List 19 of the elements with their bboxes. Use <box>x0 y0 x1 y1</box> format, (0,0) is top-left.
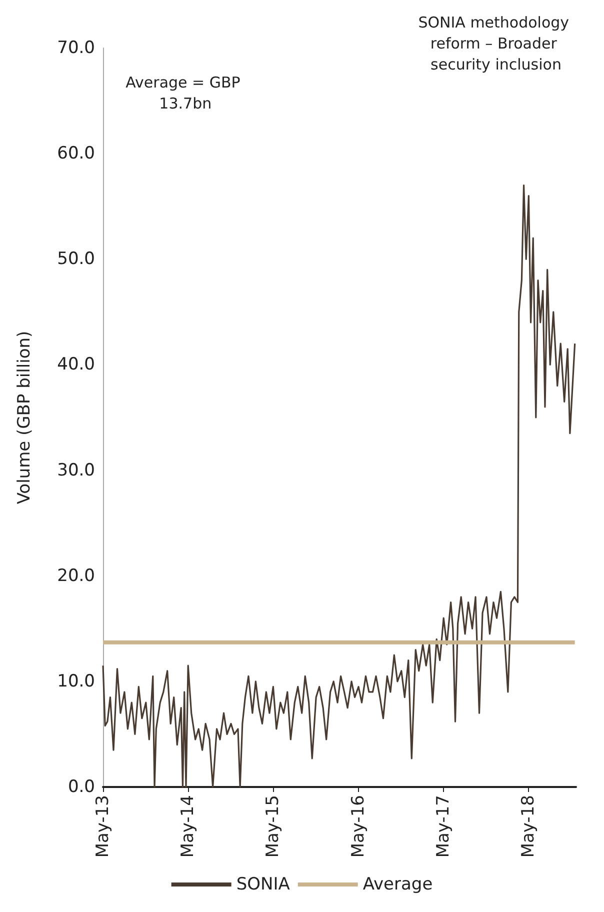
x-tick-label: May-17 <box>434 795 454 858</box>
legend-label: Average <box>362 874 433 894</box>
x-tick-label: May-16 <box>348 795 368 858</box>
annotation: Average = GBP 13.7bn <box>126 74 240 112</box>
y-tick-label: 10.0 <box>57 671 95 692</box>
x-tick-label: May-13 <box>93 795 113 858</box>
x-tick-label: May-15 <box>263 795 284 858</box>
y-tick-label: 60.0 <box>57 144 95 164</box>
y-tick-label: 50.0 <box>57 249 95 270</box>
x-tick-label: May-14 <box>178 795 198 858</box>
y-tick-label: 0.0 <box>68 777 95 797</box>
y-tick-label: 70.0 <box>57 38 95 58</box>
annotation: SONIA methodology reform – Broader security inclusion <box>418 14 574 74</box>
y-tick-label: 20.0 <box>57 566 95 586</box>
legend-label: SONIA <box>236 874 290 894</box>
y-tick-label: 30.0 <box>57 460 95 480</box>
y-tick-label: 40.0 <box>57 354 95 375</box>
y-axis-title: Volume (GBP billion) <box>14 330 34 504</box>
x-tick-label: May-18 <box>518 795 539 858</box>
